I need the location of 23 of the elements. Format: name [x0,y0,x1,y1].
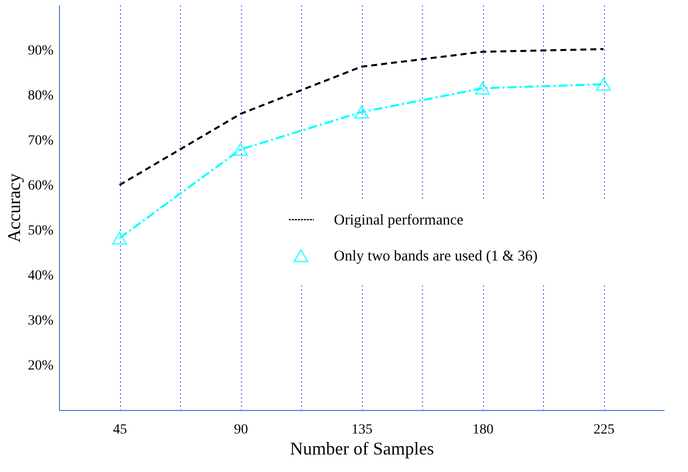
line-series [118,48,604,186]
y-tick-label: 70% [28,134,54,148]
point [596,78,611,91]
x-tick-label: 135 [352,422,372,438]
legend-label: Only two bands are used (1 & 36) [334,248,538,265]
legend-label: Original performance [334,212,464,229]
y-tick-label: 50% [28,224,54,238]
x-tick-label: 45 [113,422,127,438]
point [354,106,369,119]
y-tick-label: 40% [28,268,54,284]
y-axis-title: Accuracy [4,174,24,242]
x-tick-label: 90 [234,422,248,438]
y-tick-label: 30% [28,314,54,328]
y-tick-label: 90% [28,44,54,58]
y-tick-label: 80% [28,88,54,104]
x-tick-label: 180 [472,422,494,438]
x-axis-title: Number of Samples [290,438,434,458]
y-tick-label: 60% [28,178,54,194]
x-tick-label: 225 [594,422,614,438]
y-tick-label: 20% [28,358,54,374]
point [112,232,127,245]
point [475,82,490,95]
point [233,142,248,156]
